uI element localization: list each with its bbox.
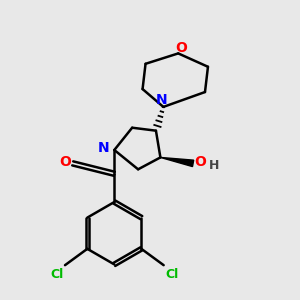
Text: Cl: Cl [50, 268, 64, 281]
Polygon shape [160, 158, 194, 166]
Text: H: H [208, 159, 219, 172]
Text: O: O [175, 41, 187, 55]
Text: N: N [156, 93, 168, 107]
Text: Cl: Cl [165, 268, 178, 281]
Text: O: O [195, 155, 206, 169]
Text: O: O [59, 155, 71, 169]
Text: N: N [98, 141, 110, 154]
